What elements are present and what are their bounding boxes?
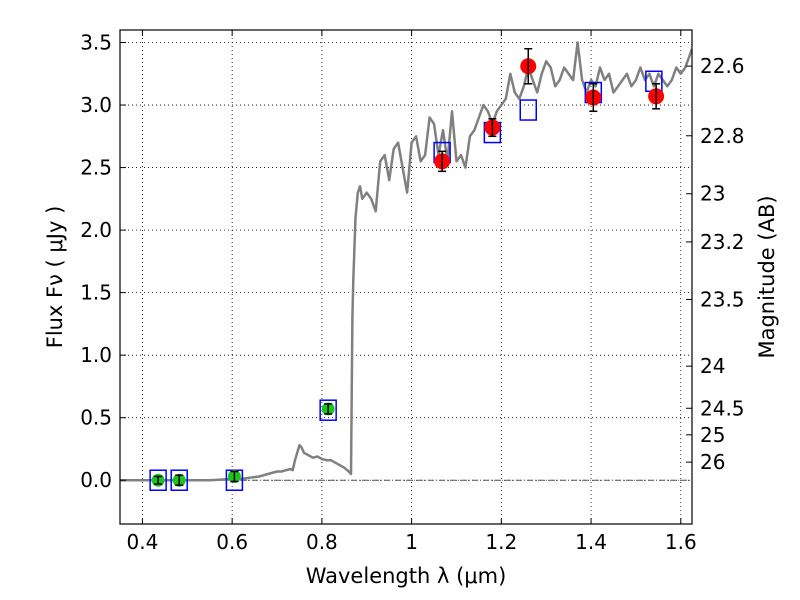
y-tick-label: 2.0 bbox=[80, 218, 112, 242]
magnitude-tick-label: 24.5 bbox=[700, 396, 745, 420]
x-tick-label: 1.6 bbox=[665, 530, 697, 554]
y-tick-label: 3.0 bbox=[80, 93, 112, 117]
y-tick-label: 0.0 bbox=[80, 468, 112, 492]
x-tick-label: 1.4 bbox=[575, 530, 607, 554]
model-photometry-square bbox=[170, 469, 188, 491]
x-tick-label: 1 bbox=[405, 530, 418, 554]
magnitude-tick-label: 26 bbox=[700, 450, 725, 474]
magnitude-tick-label: 22.6 bbox=[700, 54, 745, 78]
y-tick-label: 1.5 bbox=[80, 281, 112, 305]
x-tick-label: 0.8 bbox=[306, 530, 338, 554]
magnitude-axis-label: Magnitude (AB) bbox=[755, 195, 779, 358]
x-tick-label: 0.6 bbox=[216, 530, 248, 554]
y-tick-label: 1.0 bbox=[80, 343, 112, 367]
x-axis-label: Wavelength λ (μm) bbox=[306, 564, 507, 588]
y-tick-label: 2.5 bbox=[80, 156, 112, 180]
y-axis-label: Flux Fν ( μJy ) bbox=[43, 206, 67, 349]
model-photometry-square bbox=[319, 399, 337, 421]
x-tick-label: 0.4 bbox=[127, 530, 159, 554]
magnitude-tick-label: 23.2 bbox=[700, 230, 745, 254]
x-tick-label: 1.2 bbox=[485, 530, 517, 554]
plot-frame bbox=[119, 29, 693, 525]
grid bbox=[120, 30, 692, 524]
model-photometry-square bbox=[149, 469, 167, 491]
plot-area bbox=[120, 41, 692, 491]
model-photometry-square bbox=[519, 99, 538, 121]
model-sed-line bbox=[120, 41, 692, 482]
y-tick-label: 3.5 bbox=[80, 31, 112, 55]
axis-ticks: 0.4 0.6 0.8 1 1.2 1.4 1.6 0.0 0.5 1.0 1.5 2.0 2.5 3.0… bbox=[80, 30, 745, 554]
magnitude-tick-label: 23.5 bbox=[700, 287, 745, 311]
magnitude-tick-label: 24 bbox=[700, 354, 725, 378]
magnitude-tick-label: 23 bbox=[700, 182, 725, 206]
magnitude-tick-label: 25 bbox=[700, 423, 725, 447]
y-tick-label: 0.5 bbox=[80, 406, 112, 430]
magnitude-tick-label: 22.8 bbox=[700, 124, 745, 148]
